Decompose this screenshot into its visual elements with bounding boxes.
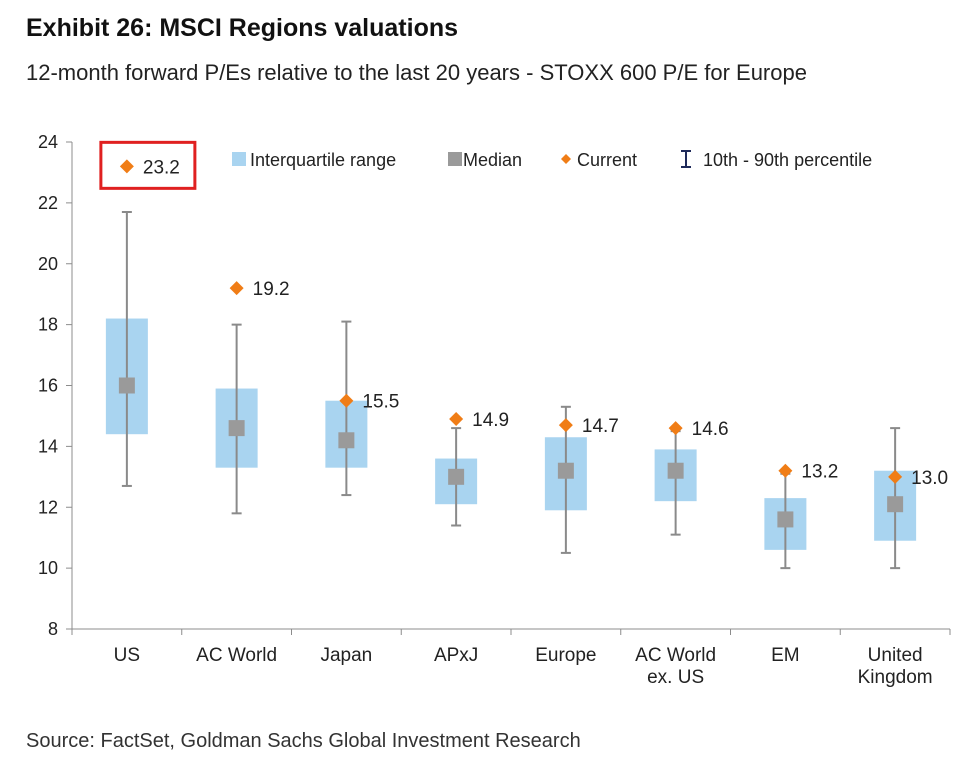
median-marker xyxy=(338,432,355,449)
current-marker xyxy=(668,421,683,436)
category-group: 13.2 EM xyxy=(764,462,838,666)
median-marker xyxy=(118,377,135,394)
y-tick-label: 16 xyxy=(38,376,58,396)
category-label: EM xyxy=(771,645,800,666)
category-group: 13.0 United Kingdom xyxy=(858,427,948,688)
category-label: AC World xyxy=(196,645,277,666)
category-label: US xyxy=(114,645,140,666)
chart-subtitle: 12-month forward P/Es relative to the la… xyxy=(26,60,807,85)
category-label-line: United xyxy=(868,645,923,666)
y-tick-label: 20 xyxy=(38,254,58,274)
current-value-label: 14.7 xyxy=(582,416,619,437)
category-label-line: US xyxy=(114,645,140,666)
category-group: 23.2 US xyxy=(99,140,197,666)
current-marker xyxy=(229,281,244,296)
current-marker xyxy=(778,463,793,478)
median-marker xyxy=(887,496,904,513)
y-tick-label: 22 xyxy=(38,193,58,213)
y-tick-label: 12 xyxy=(38,497,58,517)
legend-current-swatch xyxy=(561,154,571,164)
valuation-chart: 8 10 12 14 16 18 20 22 24 23.2 US 19.2 AC World 15.5… xyxy=(38,132,951,688)
legend-median-swatch xyxy=(448,152,462,166)
category-group: 14.9 APxJ xyxy=(434,410,509,666)
category-label: Europe xyxy=(535,645,596,666)
current-value-label: 13.2 xyxy=(801,462,838,483)
current-marker xyxy=(888,469,903,484)
y-tick-label: 18 xyxy=(38,315,58,335)
y-tick-label: 10 xyxy=(38,558,58,578)
current-value-label: 14.6 xyxy=(692,419,729,440)
category-label: APxJ xyxy=(434,645,478,666)
legend-median-label: Median xyxy=(463,150,522,170)
chart-source: Source: FactSet, Goldman Sachs Global In… xyxy=(26,730,581,752)
current-value-label: 13.0 xyxy=(911,468,948,489)
category-label-line: EM xyxy=(771,645,800,666)
current-marker xyxy=(119,159,134,174)
category-group: 14.7 Europe xyxy=(535,405,619,666)
current-marker xyxy=(339,393,354,408)
category-label: Japan xyxy=(320,645,372,666)
current-marker xyxy=(558,418,573,433)
legend-iqr-swatch xyxy=(232,152,246,166)
median-marker xyxy=(667,462,684,479)
category-group: 19.2 AC World xyxy=(196,279,289,666)
category-label-line: AC World xyxy=(196,645,277,666)
legend-iqr-label: Interquartile range xyxy=(250,150,396,170)
category-label-line: AC World xyxy=(635,645,716,666)
category-group: 15.5 Japan xyxy=(320,320,399,666)
median-marker xyxy=(228,420,245,437)
median-marker xyxy=(557,462,574,479)
category-label-line: Europe xyxy=(535,645,596,666)
category-label-line: Kingdom xyxy=(858,667,933,688)
category-label: AC World ex. US xyxy=(635,645,716,688)
legend-percentile-label: 10th - 90th percentile xyxy=(703,150,872,170)
category-group: 14.6 AC World ex. US xyxy=(635,419,728,688)
chart-title: Exhibit 26: MSCI Regions valuations xyxy=(26,14,459,42)
current-value-label: 23.2 xyxy=(143,157,180,178)
category-label: United Kingdom xyxy=(858,645,933,688)
y-tick-label: 24 xyxy=(38,132,58,152)
category-label-line: APxJ xyxy=(434,645,478,666)
current-value-label: 19.2 xyxy=(253,279,290,300)
category-label-line: Japan xyxy=(320,645,372,666)
current-value-label: 14.9 xyxy=(472,410,509,431)
current-marker xyxy=(449,411,464,426)
current-value-label: 15.5 xyxy=(362,392,399,413)
legend-current-label: Current xyxy=(577,150,637,170)
category-label-line: ex. US xyxy=(647,667,704,688)
median-marker xyxy=(777,511,794,528)
median-marker xyxy=(448,468,465,485)
highlight-box xyxy=(99,140,197,190)
y-tick-label: 8 xyxy=(48,619,58,639)
y-tick-label: 14 xyxy=(38,436,58,456)
